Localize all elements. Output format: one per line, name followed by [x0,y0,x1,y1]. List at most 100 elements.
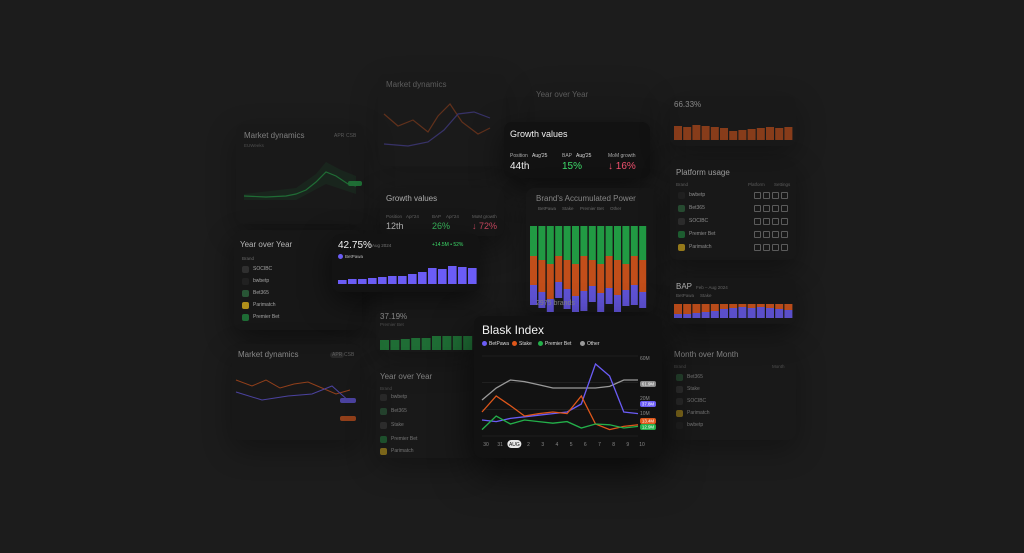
brand-name: Parimatch [391,448,414,454]
settings-icon[interactable] [772,204,779,212]
bap-bar-segment [683,314,692,318]
stack-bar-segment [546,226,554,264]
table-row[interactable]: SOCIBC [678,216,788,226]
brand-name: Stake [687,386,700,392]
table-row[interactable]: Premier Bet [678,229,788,239]
settings-icon[interactable] [781,204,788,212]
value-badge [640,401,656,407]
x-tick-label: 10 [639,442,645,448]
device-icon[interactable] [754,204,761,212]
bap-bar-segment [747,304,756,308]
share-bar [378,277,387,284]
table-row[interactable]: Parimatch [676,408,788,418]
bap-bar-segment [710,311,719,318]
legend-label: BetPawa [489,341,510,347]
x-tick-label: 2 [527,442,530,448]
table-row[interactable]: Parimatch [380,446,468,456]
period-toggle-csb[interactable]: CSB [344,352,355,358]
period-toggle-apr[interactable]: APR [334,133,345,139]
device-icon[interactable] [763,204,770,212]
position-date: Apr'24 [406,214,419,219]
table-row[interactable]: SOCIBC [676,396,788,406]
brand-logo-icon [380,393,387,401]
settings-icon[interactable] [781,191,788,199]
brand-name: Bet365 [689,205,705,211]
bap-bar-segment [701,304,710,312]
bap-bar-segment [766,308,774,318]
share-bar [766,127,774,140]
table-row[interactable]: Stake [380,420,468,430]
table-row[interactable]: Premier Bet [380,434,468,444]
share-bar [411,338,421,350]
legend-betpawa: BetPawa [338,254,363,260]
stack-bar-segment [530,226,537,256]
value-badge [640,381,656,387]
stack-bar-segment [580,226,588,256]
device-icon[interactable] [754,191,761,199]
legend-stake: Stake [562,206,574,211]
brand-name: Bet365 [687,374,703,380]
device-icon[interactable] [754,217,761,225]
legend-betpawa: BetPawa [538,206,557,211]
period-toggle-csb[interactable]: CSB [346,133,357,139]
blask-index-chart: 3031AUG234567891060M40M20M10M61.9M37.8M1… [481,355,656,448]
device-icon[interactable] [763,191,770,199]
stack-bar-segment [588,260,596,286]
stack-bar-segment [546,299,554,312]
period-toggle-apr[interactable]: APR [330,352,345,358]
table-row[interactable]: bwbetp [676,420,788,430]
device-icon[interactable] [763,230,770,238]
platform-usage-card: Platform usage Brand Platform Settings b… [670,160,796,260]
bap-bar-segment [710,304,719,311]
platform-column-header: Platform [748,182,765,187]
x-tick-label: 4 [556,442,559,448]
table-row[interactable]: bwbetp [678,190,788,200]
card-title: Blask Index [482,323,545,337]
table-row[interactable]: Parimatch [242,300,354,310]
settings-icon[interactable] [772,243,779,251]
share-bar [784,127,793,140]
device-icon[interactable] [763,243,770,251]
brand-name: bwbetp [253,278,270,284]
market-dynamics-chart [235,379,356,421]
brand-logo-icon [676,421,683,429]
table-row[interactable]: SOCIBC [242,264,354,274]
brand-logo-icon [678,204,685,212]
brand-column-header: Brand [242,256,255,261]
x-tick-label: 8 [612,442,615,448]
share-bar-chart [338,266,477,284]
device-icon[interactable] [754,243,761,251]
stack-bar-segment [580,256,588,291]
settings-icon[interactable] [772,230,779,238]
card-title: Growth values [510,129,568,139]
legend-premier-bet: Premier Bet [580,206,604,211]
device-icon[interactable] [754,230,761,238]
table-row[interactable]: Bet365 [678,203,788,213]
stack-bar-segment [572,264,579,296]
table-row[interactable]: Bet365 [380,406,468,416]
share-bar [380,340,389,350]
table-row[interactable]: bwbetp [380,392,468,402]
stack-bar-segment [572,226,579,264]
date-range: Feb – Aug 2024 [696,285,728,290]
card-title: Year over Year [380,372,433,381]
settings-icon[interactable] [772,191,779,199]
settings-icon[interactable] [781,243,788,251]
value-badge-label: 37.8M [642,402,655,407]
table-row[interactable]: bwbetp [242,276,354,286]
stack-bar-segment [530,285,537,305]
settings-icon[interactable] [781,230,788,238]
table-row[interactable]: Parimatch [678,242,788,252]
settings-icon[interactable] [772,217,779,225]
table-row[interactable]: Stake [676,384,788,394]
table-row[interactable]: Premier Bet [242,312,354,322]
table-row[interactable]: Bet365 [242,288,354,298]
bap-bar-segment [720,309,728,318]
device-icon[interactable] [763,217,770,225]
legend-stake: Stake [512,341,532,347]
settings-icon[interactable] [781,217,788,225]
market-dynamics-top-card: Market dynamics [378,74,506,166]
table-row[interactable]: Bet365 [676,372,788,382]
share-bar [442,336,452,350]
share-bar [388,276,397,284]
